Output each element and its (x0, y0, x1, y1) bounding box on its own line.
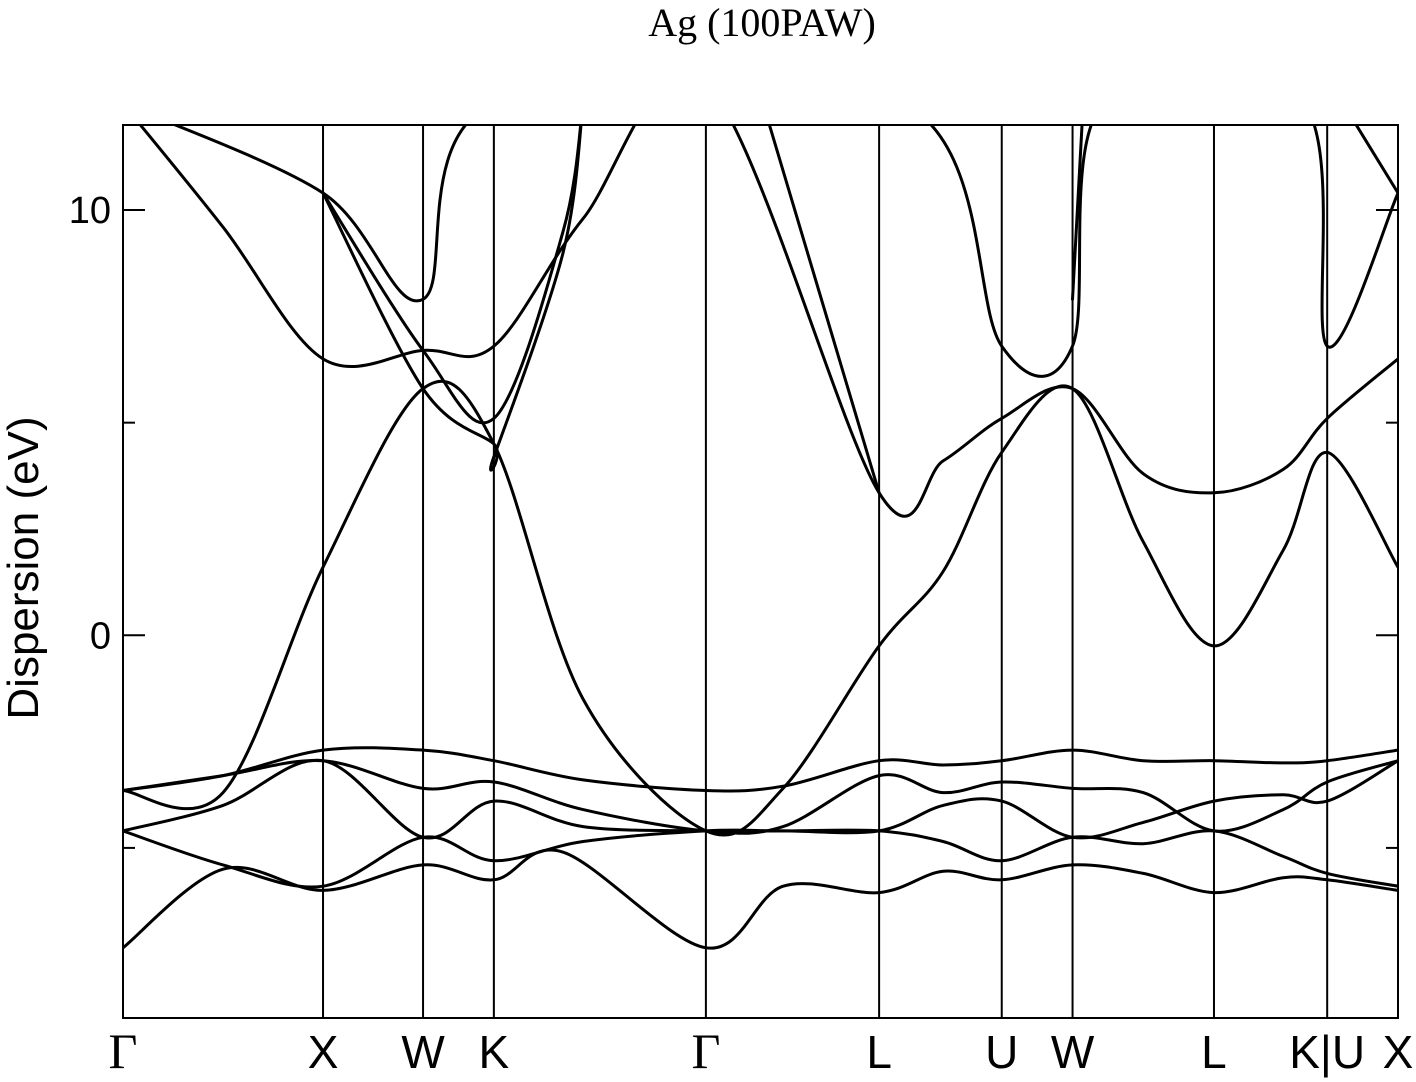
axis-ticks (123, 209, 1398, 849)
band-line (123, 848, 1398, 950)
kpoint-label: X (1383, 1026, 1414, 1078)
y-axis-label: Dispersion (eV) (0, 416, 48, 719)
band-series (123, 125, 1398, 950)
band-line (123, 758, 1398, 835)
kpoint-label: L (1201, 1026, 1227, 1078)
kpoint-label: X (308, 1026, 339, 1078)
band-line (138, 125, 1398, 518)
band-line (171, 125, 1398, 378)
chart-title: Ag (100PAW) (648, 0, 876, 45)
band-line (123, 379, 1398, 837)
kpoint-label: Γ (109, 1023, 138, 1079)
band-line (1354, 125, 1398, 195)
band-line (123, 746, 1398, 793)
plot-frame (122, 124, 1399, 1019)
band-line (123, 828, 1398, 889)
kpoint-label: K (479, 1026, 510, 1078)
band-line (1071, 125, 1084, 301)
y-tick-label: 10 (69, 190, 111, 232)
band-line (321, 125, 583, 425)
y-tick-label: 0 (90, 615, 111, 657)
kpoint-label: U (985, 1026, 1018, 1078)
kpoint-label: Γ (691, 1023, 720, 1079)
kpoint-label: L (866, 1026, 892, 1078)
kpoint-label: K|U (1289, 1026, 1365, 1078)
kpoint-label: W (401, 1026, 445, 1078)
band-line (123, 758, 1398, 840)
band-line (321, 125, 583, 472)
kpoint-label: W (1051, 1026, 1095, 1078)
band-line (767, 125, 881, 495)
